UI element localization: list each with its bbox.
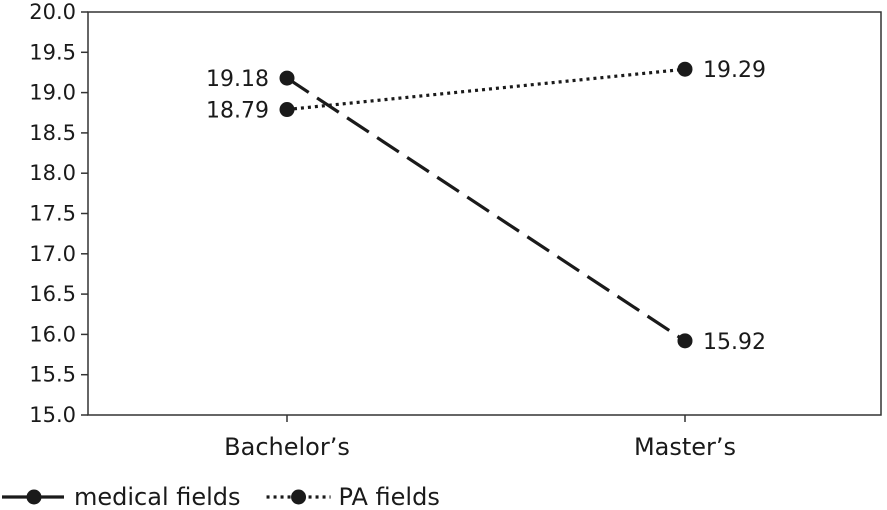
legend-swatch-medical-fields xyxy=(2,489,66,505)
y-tick-label: 16.5 xyxy=(29,282,76,306)
y-tick-label: 17.0 xyxy=(29,242,76,266)
y-tick-label: 19.0 xyxy=(29,81,76,105)
legend-marker-medical-fields xyxy=(26,489,42,505)
data-labels: 19.18 15.92 18.79 19.29 xyxy=(206,58,766,355)
x-category-label: Master’s xyxy=(634,433,736,461)
y-tick-label: 19.5 xyxy=(29,40,76,64)
data-label-pa-fields: 19.29 xyxy=(703,58,766,83)
y-tick-label: 15.0 xyxy=(29,403,76,427)
data-point-pa-fields xyxy=(279,102,295,118)
y-tick-label: 18.0 xyxy=(29,161,76,185)
y-tick-label: 18.5 xyxy=(29,121,76,145)
series-line-medical-fields xyxy=(286,76,686,343)
y-tick-label: 17.5 xyxy=(29,202,76,226)
data-point-pa-fields xyxy=(677,61,693,77)
series-lines xyxy=(286,67,686,343)
data-label-pa-fields: 18.79 xyxy=(206,99,269,124)
y-tick-label: 16.0 xyxy=(29,322,76,346)
legend-marker-pa-fields xyxy=(291,489,307,505)
legend-label-medical-fields: medical fields xyxy=(74,483,241,510)
series-line-pa-fields xyxy=(286,67,686,112)
x-category-label: Bachelor’s xyxy=(224,433,350,461)
x-axis-labels: Bachelor’s Master’s xyxy=(224,415,736,461)
legend: medical fields PA fields xyxy=(2,483,440,510)
legend-label-pa-fields: PA fields xyxy=(339,483,440,510)
y-tick-label: 15.5 xyxy=(29,363,76,387)
legend-swatch-pa-fields xyxy=(266,489,331,505)
y-tick-label: 20.0 xyxy=(29,0,76,24)
data-label-medical-fields: 15.92 xyxy=(703,330,766,355)
series-points xyxy=(279,61,693,349)
y-axis-ticks: 15.0 15.5 16.0 16.5 17.0 17.5 18.0 18.5 19.0 19.5… xyxy=(29,0,88,427)
data-point-medical-fields xyxy=(677,333,693,349)
data-label-medical-fields: 19.18 xyxy=(206,67,269,92)
data-point-medical-fields xyxy=(279,70,295,86)
